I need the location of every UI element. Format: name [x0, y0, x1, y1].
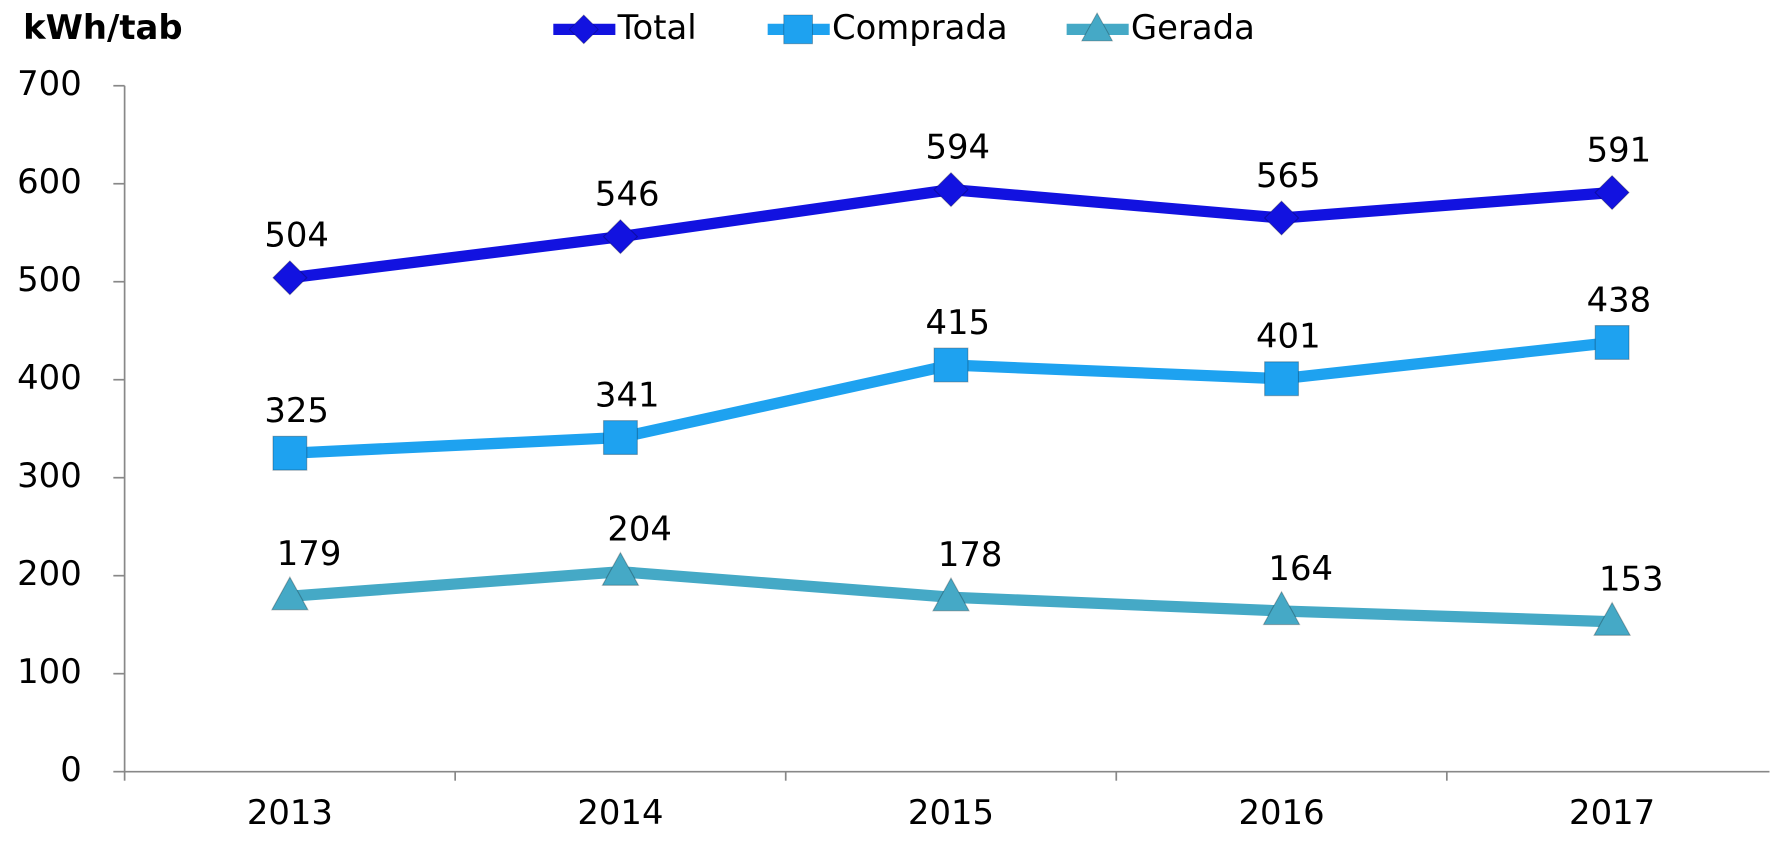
data-label: 325	[264, 391, 329, 430]
x-tick-label: 2016	[1239, 793, 1325, 832]
legend-label: Comprada	[832, 8, 1008, 47]
data-label: 341	[595, 375, 660, 414]
point	[602, 420, 638, 456]
data-label: 153	[1599, 560, 1664, 599]
legend-marker	[783, 14, 813, 45]
point	[1593, 601, 1632, 636]
y-tick-label: 500	[17, 260, 82, 299]
data-label: 594	[925, 127, 990, 166]
data-label: 415	[925, 303, 990, 342]
data-label: 565	[1256, 156, 1321, 195]
x-tick-label: 2017	[1569, 793, 1655, 832]
point	[272, 260, 308, 296]
y-tick-label: 200	[17, 554, 82, 593]
point	[933, 347, 969, 383]
point	[933, 171, 969, 208]
data-label: 164	[1268, 549, 1333, 588]
data-label: 591	[1587, 130, 1652, 169]
point	[272, 435, 308, 471]
y-tick-label: 100	[17, 652, 82, 691]
x-tick-label: 2014	[577, 793, 663, 832]
legend-marker	[568, 14, 599, 45]
x-tick-label: 2013	[247, 793, 333, 832]
data-label: 401	[1256, 317, 1321, 356]
point	[601, 551, 640, 586]
data-label: 504	[264, 216, 329, 255]
x-tick-label: 2015	[908, 793, 994, 832]
point	[1263, 200, 1300, 236]
data-label: 438	[1587, 280, 1652, 319]
y-tick-label: 300	[17, 456, 82, 495]
data-label: 178	[938, 535, 1003, 574]
y-tick-label: 700	[17, 64, 82, 103]
point	[1264, 361, 1300, 397]
point	[270, 575, 309, 611]
point	[1594, 174, 1630, 211]
point	[602, 218, 639, 255]
data-label: 204	[607, 510, 672, 549]
legend-label: Gerada	[1131, 8, 1255, 47]
y-tick-label: 0	[60, 750, 82, 789]
point	[1594, 324, 1630, 360]
legend-marker	[1080, 12, 1114, 42]
point	[931, 576, 971, 612]
y-tick-label: 600	[17, 162, 82, 201]
data-label: 179	[277, 534, 342, 573]
y-tick-label: 400	[17, 358, 82, 397]
point	[1262, 590, 1301, 626]
y-axis-title: kWh/tab	[23, 8, 182, 47]
legend-label: Total	[617, 8, 697, 47]
data-label: 546	[595, 175, 660, 214]
